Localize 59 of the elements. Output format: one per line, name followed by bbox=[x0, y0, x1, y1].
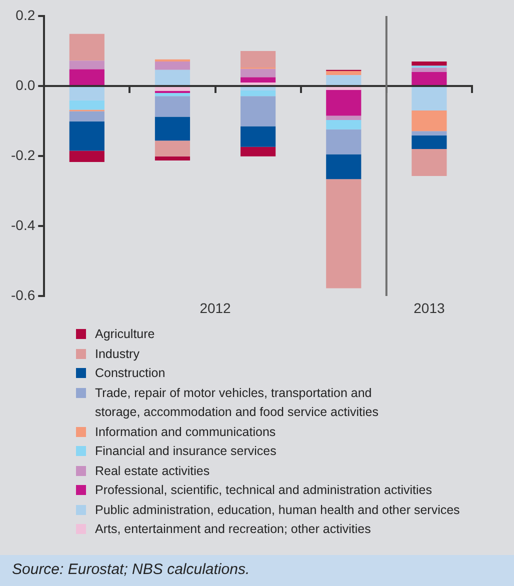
legend-label: Financial and insurance services bbox=[95, 443, 276, 460]
bar bbox=[240, 51, 276, 68]
bar bbox=[154, 93, 190, 96]
legend-label: Construction bbox=[95, 365, 166, 382]
legend-label: Arts, entertainment and recreation; other activities bbox=[95, 521, 371, 538]
bar bbox=[412, 131, 447, 136]
source-note: Source: Eurostat; NBS calculations. bbox=[12, 561, 250, 578]
bar bbox=[326, 129, 362, 154]
bar bbox=[326, 116, 362, 120]
y-tick-label: -0.2 bbox=[11, 146, 36, 163]
bar bbox=[240, 146, 276, 156]
legend-label: Information and communications bbox=[95, 424, 276, 440]
bar bbox=[240, 126, 276, 147]
bar bbox=[412, 135, 447, 149]
bar bbox=[69, 111, 104, 122]
bar bbox=[69, 87, 104, 100]
bar bbox=[240, 77, 276, 82]
legend-label: Agriculture bbox=[95, 326, 155, 343]
bar bbox=[412, 87, 447, 110]
bar bbox=[154, 70, 190, 85]
bar bbox=[154, 96, 190, 117]
legend-label: Professional, scientific, technical and administration activities bbox=[95, 482, 432, 499]
bar bbox=[69, 34, 104, 61]
legend-label: Real estate activities bbox=[95, 462, 210, 480]
bar bbox=[69, 121, 104, 151]
bar bbox=[412, 110, 447, 132]
y-tick-label: 0.0 bbox=[16, 76, 36, 93]
y-tick-label: 0.2 bbox=[16, 6, 36, 23]
y-tick-label: -0.4 bbox=[11, 216, 36, 233]
bar bbox=[412, 62, 447, 66]
bar bbox=[326, 179, 362, 288]
text: 2012 bbox=[200, 300, 232, 316]
bar bbox=[326, 120, 362, 130]
bar bbox=[326, 90, 362, 116]
bar bbox=[240, 96, 276, 126]
bar bbox=[326, 154, 362, 180]
legend-label: Trade, repair of motor vehicles, transportation and storage, accommodation and food service activities bbox=[95, 384, 380, 421]
legend-label: Industry bbox=[95, 346, 140, 363]
bar bbox=[412, 149, 447, 176]
bar bbox=[154, 156, 190, 161]
bar bbox=[154, 116, 190, 141]
bar bbox=[154, 140, 190, 156]
bar bbox=[240, 87, 276, 91]
bar bbox=[412, 68, 447, 72]
bar bbox=[69, 100, 104, 110]
bar bbox=[412, 72, 447, 85]
bar bbox=[240, 68, 276, 78]
bar bbox=[326, 87, 362, 90]
bar bbox=[154, 62, 190, 70]
bar bbox=[326, 75, 362, 85]
bar bbox=[154, 87, 190, 91]
text: 2013 bbox=[414, 300, 445, 316]
y-tick-label: -0.6 bbox=[11, 286, 36, 303]
bar bbox=[240, 90, 276, 96]
bar bbox=[69, 60, 104, 70]
bar bbox=[326, 70, 362, 76]
bar bbox=[69, 69, 104, 85]
legend-label: Public administration, education, human health and other services bbox=[95, 502, 460, 518]
bar bbox=[69, 150, 104, 162]
